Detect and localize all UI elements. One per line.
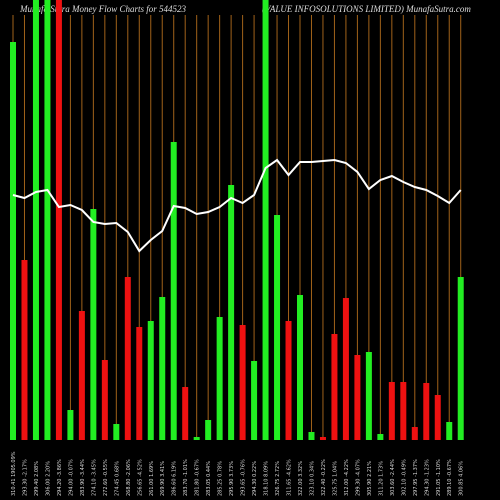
x-tick-label: 312.00 -4.22% <box>344 459 350 496</box>
bar <box>342 298 349 440</box>
bar <box>205 420 212 440</box>
x-tick-label: 299.40 2.08% <box>34 461 40 496</box>
bar <box>319 437 326 440</box>
bar <box>354 355 361 440</box>
bar <box>170 142 177 440</box>
bar <box>411 427 418 440</box>
x-tick-label: 297.95 -1.37% <box>413 459 419 496</box>
bar <box>331 334 338 440</box>
x-tick-label: 294.20 -3.86% <box>57 459 63 496</box>
x-tick-label: 281.80 -0.67% <box>195 459 201 496</box>
money-flow-line <box>12 158 462 253</box>
bar <box>297 295 303 440</box>
bar <box>21 260 28 440</box>
bar <box>147 321 154 440</box>
bar <box>251 361 258 440</box>
x-tick-label: 311.65 -4.62% <box>287 459 293 496</box>
x-tick-label: 303.60 -2.44% <box>390 459 396 496</box>
x-tick-label: 305.90 2.21% <box>367 461 373 496</box>
x-tick-label: 325.75 1.04% <box>332 461 338 496</box>
x-tick-label: 289.10 -0.67% <box>447 459 453 496</box>
bar <box>113 424 120 440</box>
bar <box>457 277 464 440</box>
bar <box>388 382 395 440</box>
bar <box>44 0 51 440</box>
bar <box>228 185 235 440</box>
x-tick-label: 326.75 2.72% <box>275 461 281 496</box>
x-tick-label: 256.65 -4.52% <box>137 459 143 496</box>
chart-subtitle: (VALUE INFOSOLUTIONS LIMITED) MunafaSutr… <box>262 4 471 14</box>
bar <box>423 383 430 440</box>
x-tick-label: 300.85 4.06% <box>459 461 465 496</box>
bar <box>377 434 384 440</box>
bar <box>365 352 372 440</box>
x-tick-label: 299.30 -4.07% <box>355 459 361 496</box>
bar <box>124 277 131 440</box>
x-tick-label: 294.00 -0.07% <box>68 459 74 496</box>
x-tick-label: 274.10 -3.45% <box>91 459 97 496</box>
x-tick-label: 291.05 -1.10% <box>436 459 442 496</box>
bar <box>55 0 62 440</box>
x-tick-label: 295.90 3.73% <box>229 461 235 496</box>
bar <box>32 0 39 440</box>
x-tick-label: 274.45 0.68% <box>114 461 120 496</box>
x-tick-label: 285.25 0.78% <box>218 461 224 496</box>
x-tick-label: 261.00 1.69% <box>149 461 155 496</box>
bar <box>239 325 246 440</box>
x-tick-label: 268.80 -2.06% <box>126 459 132 496</box>
bar <box>101 360 108 440</box>
bar <box>136 327 143 440</box>
x-tick-label: 293.30 -2.17% <box>22 459 28 496</box>
x-tick-label: 310.41 1905.09% <box>11 451 17 496</box>
bar <box>193 437 200 440</box>
x-tick-label: 283.90 -3.44% <box>80 459 86 496</box>
bar <box>308 432 315 440</box>
bar <box>274 215 281 440</box>
x-tick-label: 272.60 -0.55% <box>103 459 109 496</box>
x-tick-label: 322.40 -0.22% <box>321 459 327 496</box>
x-tick-label: 269.90 3.41% <box>160 461 166 496</box>
bar <box>434 395 441 440</box>
bar <box>90 209 97 440</box>
x-tick-label: 306.00 2.20% <box>45 461 51 496</box>
x-tick-label: 318.10 8.09% <box>264 461 270 496</box>
x-tick-label: 302.10 -0.49% <box>401 459 407 496</box>
bar <box>262 0 269 440</box>
x-tick-label: 283.05 0.44% <box>206 461 212 496</box>
bar <box>216 317 223 440</box>
x-tick-label: 294.30 0.22% <box>252 461 258 496</box>
x-tick-label: 323.10 0.34% <box>309 461 315 496</box>
x-tick-label: 311.20 1.73% <box>378 461 384 496</box>
chart-title: Munafa Sutra Money Flow Charts for 54452… <box>19 4 186 14</box>
x-tick-label: 294.30 -1.23% <box>424 459 430 496</box>
bar <box>400 382 407 440</box>
bar <box>159 297 166 440</box>
bar <box>67 410 74 440</box>
bar <box>446 422 453 440</box>
x-tick-label: 286.60 6.19% <box>172 461 178 496</box>
x-tick-label: 322.00 3.32% <box>298 461 304 496</box>
x-tick-label: 293.65 -0.76% <box>241 459 247 496</box>
bar <box>78 311 85 440</box>
bar <box>182 387 189 440</box>
bar <box>285 321 292 440</box>
bar <box>10 42 16 440</box>
x-tick-label: 283.70 -1.01% <box>183 459 189 496</box>
